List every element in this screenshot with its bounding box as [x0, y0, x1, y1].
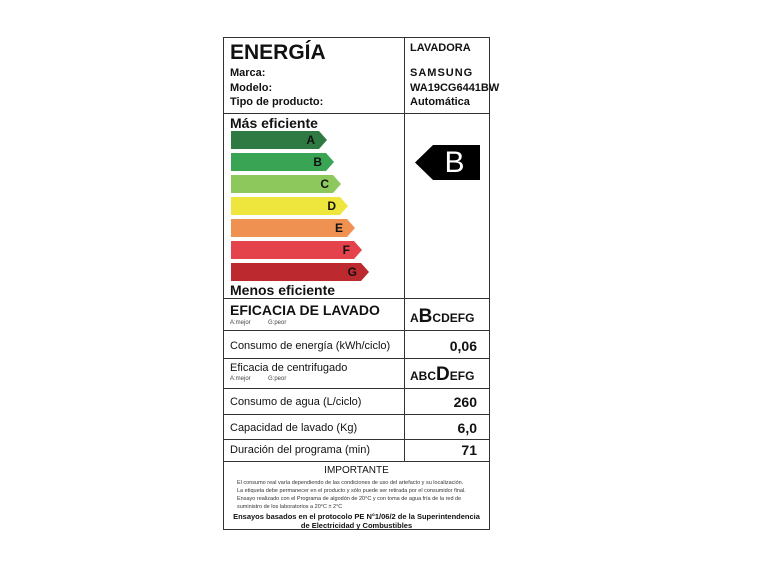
- energy-class-bar-b: B: [231, 153, 334, 171]
- wash-before: A: [410, 311, 419, 325]
- duration-label: Duración del programa (min): [230, 444, 370, 456]
- important-notes: El consumo real varía dependiendo de las…: [237, 479, 466, 511]
- energy-class-bar-c: C: [231, 175, 341, 193]
- spin-worst: G:peor: [268, 376, 287, 382]
- spin-before: ABC: [410, 369, 436, 383]
- capacity-value: 6,0: [457, 420, 477, 436]
- model-label: Modelo:: [230, 82, 273, 94]
- spin-label: Eficacia de centrifugado: [230, 362, 348, 374]
- spin-after: EFG: [449, 369, 475, 383]
- duration-value: 71: [461, 442, 477, 458]
- energy-label-text: Consumo de energía (kWh/ciclo): [230, 340, 391, 352]
- note-line: suministro de los laboratorios a 20°C ± …: [237, 504, 343, 510]
- divider: [224, 439, 489, 440]
- divider: [224, 388, 489, 389]
- energy-class-bar-g: G: [231, 263, 369, 281]
- important-title: IMPORTANTE: [324, 465, 389, 476]
- brand-label: Marca:: [230, 67, 266, 79]
- wash-efficiency-title: EFICACIA DE LAVADO: [230, 302, 380, 318]
- type-label: Tipo de producto:: [230, 96, 324, 108]
- spin-selected: D: [436, 364, 450, 385]
- wash-scale: ABCDEFG: [410, 306, 474, 328]
- wash-after: CDEFG: [432, 311, 475, 325]
- divider: [224, 461, 489, 462]
- note-line: La etiqueta debe permanecer en el produc…: [237, 488, 466, 494]
- divider: [224, 298, 489, 299]
- energy-class-bar-a: A: [231, 131, 327, 149]
- energy-label: ENERGÍA Marca: Modelo: Tipo de producto:…: [223, 37, 499, 530]
- water-label: Consumo de agua (L/ciclo): [230, 396, 362, 408]
- most-efficient-label: Más eficiente: [230, 115, 318, 131]
- divider: [224, 414, 489, 415]
- water-value: 260: [453, 394, 477, 410]
- wash-selected: B: [418, 306, 433, 327]
- label-title: ENERGÍA: [230, 41, 326, 64]
- note-line: El consumo real varía dependiendo de las…: [237, 480, 464, 486]
- divider: [224, 330, 489, 331]
- note-line: Ensayo realizado con el Programa de algo…: [237, 496, 462, 502]
- protocol-note: Ensayos basados en el protocolo PE N°1/0…: [233, 512, 480, 530]
- model-value: WA19CG6441BW: [410, 82, 500, 94]
- divider: [224, 113, 489, 114]
- appliance-type: LAVADORA: [410, 42, 471, 54]
- wash-best: A:mejor: [230, 320, 251, 326]
- energy-class-bar-d: D: [231, 197, 348, 215]
- spin-scale: ABCDEFG: [410, 364, 474, 386]
- column-divider: [404, 38, 405, 461]
- wash-worst: G:peor: [268, 320, 287, 326]
- energy-class-bar-f: F: [231, 241, 362, 259]
- rating-arrow: B: [415, 145, 480, 180]
- spin-best: A:mejor: [230, 376, 251, 382]
- brand-logo: SAMSUNG: [410, 67, 474, 79]
- energy-class-bar-e: E: [231, 219, 355, 237]
- type-value: Automática: [410, 96, 470, 108]
- divider: [224, 358, 489, 359]
- capacity-label: Capacidad de lavado (Kg): [230, 422, 358, 434]
- energy-value: 0,06: [449, 338, 477, 354]
- least-efficient-label: Menos eficiente: [230, 282, 336, 298]
